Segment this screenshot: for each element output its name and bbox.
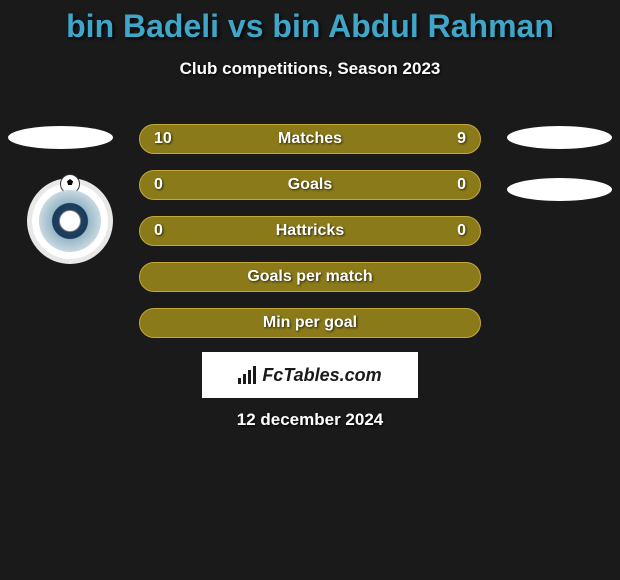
branding-box: FcTables.com [202,352,418,398]
stat-row-goals: 0 Goals 0 [139,170,481,200]
player-avatar-right [507,126,612,149]
stat-label: Min per goal [140,314,480,332]
club-badge-center [59,210,81,232]
stat-left-value: 10 [154,130,172,148]
branding-bars-icon [238,366,256,384]
stats-comparison: 10 Matches 9 0 Goals 0 0 Hattricks 0 Goa… [139,124,481,354]
stat-right-value: 9 [457,130,466,148]
stat-left-value: 0 [154,176,163,194]
stat-row-matches: 10 Matches 9 [139,124,481,154]
stat-row-goals-per-match: Goals per match [139,262,481,292]
stat-right-value: 0 [457,222,466,240]
club-avatar-right [507,178,612,201]
stat-label: Matches [140,130,480,148]
date-label: 12 december 2024 [0,410,620,430]
page-title: bin Badeli vs bin Abdul Rahman [0,0,620,45]
stat-right-value: 0 [457,176,466,194]
page-subtitle: Club competitions, Season 2023 [0,59,620,79]
club-badge-left [27,178,113,264]
stat-left-value: 0 [154,222,163,240]
stat-label: Hattricks [140,222,480,240]
branding-text: FcTables.com [262,365,381,386]
stat-row-min-per-goal: Min per goal [139,308,481,338]
club-badge-inner [39,190,101,252]
player-avatar-left [8,126,113,149]
stat-label: Goals [140,176,480,194]
stat-row-hattricks: 0 Hattricks 0 [139,216,481,246]
stat-label: Goals per match [140,268,480,286]
